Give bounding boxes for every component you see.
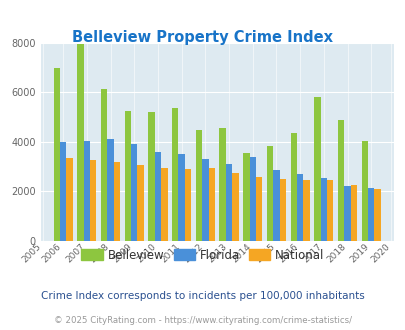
Bar <box>249 157 255 241</box>
Bar <box>53 68 60 241</box>
Legend: Belleview, Florida, National: Belleview, Florida, National <box>77 244 328 266</box>
Bar <box>367 188 373 241</box>
Bar <box>161 168 167 241</box>
Bar <box>279 179 286 241</box>
Bar <box>184 169 191 241</box>
Bar <box>202 159 208 241</box>
Bar <box>350 185 356 241</box>
Text: Belleview Property Crime Index: Belleview Property Crime Index <box>72 30 333 45</box>
Bar <box>296 174 303 241</box>
Bar <box>273 170 279 241</box>
Bar <box>361 141 367 241</box>
Bar <box>77 44 83 241</box>
Bar <box>320 178 326 241</box>
Bar <box>124 111 131 241</box>
Bar <box>266 146 273 241</box>
Bar <box>154 152 161 241</box>
Bar <box>60 142 66 241</box>
Bar <box>208 168 214 241</box>
Bar <box>113 162 120 241</box>
Bar <box>172 109 178 241</box>
Bar <box>373 189 380 241</box>
Bar <box>131 145 137 241</box>
Bar <box>243 153 249 241</box>
Bar <box>326 180 333 241</box>
Text: Crime Index corresponds to incidents per 100,000 inhabitants: Crime Index corresponds to incidents per… <box>41 291 364 301</box>
Bar <box>225 164 232 241</box>
Bar <box>313 97 320 241</box>
Bar <box>303 180 309 241</box>
Bar <box>337 120 343 241</box>
Bar <box>148 112 154 241</box>
Bar <box>83 141 90 241</box>
Text: © 2025 CityRating.com - https://www.cityrating.com/crime-statistics/: © 2025 CityRating.com - https://www.city… <box>54 316 351 325</box>
Bar <box>107 139 113 241</box>
Bar <box>101 89 107 241</box>
Bar <box>255 177 262 241</box>
Bar <box>219 128 225 241</box>
Bar <box>195 129 202 241</box>
Bar <box>178 154 184 241</box>
Bar <box>232 173 238 241</box>
Bar <box>66 158 72 241</box>
Bar <box>90 160 96 241</box>
Bar <box>343 186 350 241</box>
Bar <box>290 133 296 241</box>
Bar <box>137 165 143 241</box>
